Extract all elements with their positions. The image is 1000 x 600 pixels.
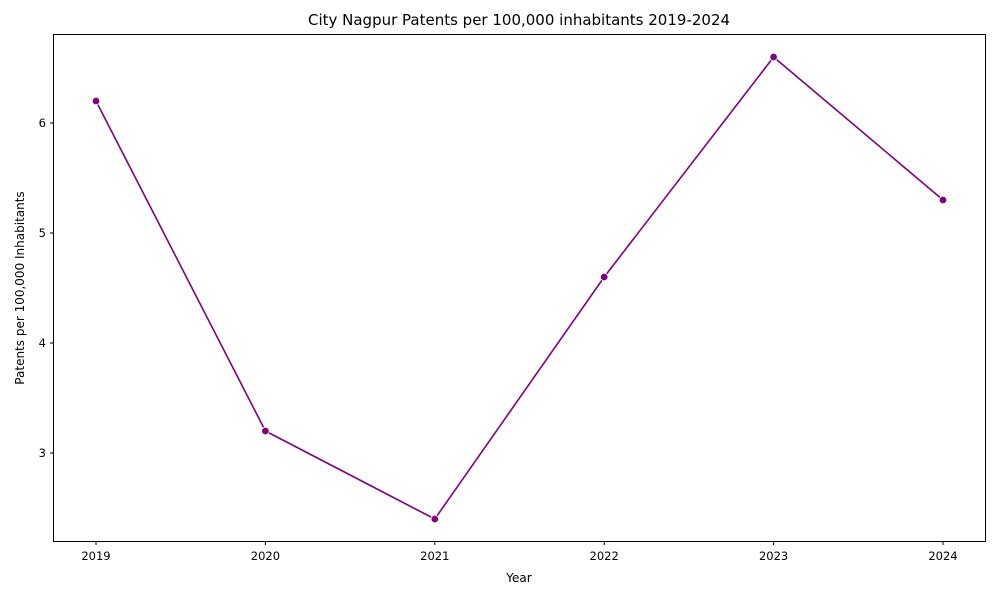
y-tick-label: 4 <box>39 336 46 350</box>
data-point <box>600 273 608 281</box>
x-axis-label: Year <box>505 571 531 585</box>
data-point <box>92 97 100 105</box>
x-tick-label: 2021 <box>420 549 449 563</box>
plot-area-frame <box>54 35 986 542</box>
x-tick-label: 2019 <box>81 549 110 563</box>
x-tick-label: 2020 <box>251 549 280 563</box>
x-axis-ticks: 2019 2020 2021 2022 2023 2024 <box>81 541 957 563</box>
data-point <box>431 515 439 523</box>
y-tick-label: 6 <box>39 116 46 130</box>
data-point <box>770 53 778 61</box>
series-layer <box>92 53 947 523</box>
chart-title: City Nagpur Patents per 100,000 inhabita… <box>308 11 730 29</box>
y-tick-label: 3 <box>39 446 46 460</box>
series-line <box>96 57 943 519</box>
y-axis-label: Patents per 100,000 Inhabitants <box>13 191 27 384</box>
data-point <box>939 196 947 204</box>
x-tick-label: 2023 <box>759 549 788 563</box>
y-tick-label: 5 <box>39 226 46 240</box>
x-tick-label: 2022 <box>590 549 619 563</box>
y-axis-ticks: 3 4 5 6 <box>39 116 54 460</box>
data-point <box>262 427 270 435</box>
x-tick-label: 2024 <box>928 549 957 563</box>
